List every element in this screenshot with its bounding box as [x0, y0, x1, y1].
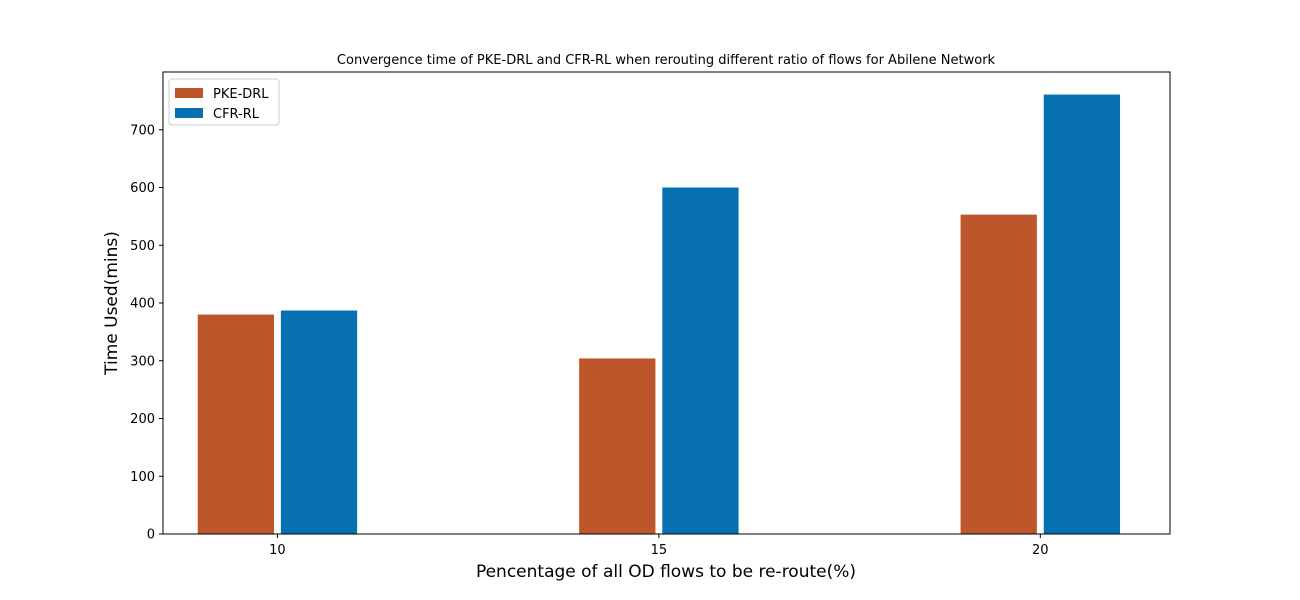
- legend-swatch-pke-drl: [175, 88, 203, 98]
- bar-cfr-rl-20: [1043, 94, 1121, 535]
- chart-title: Convergence time of PKE-DRL and CFR-RL w…: [337, 53, 996, 68]
- y-tick-label: 400: [130, 297, 155, 312]
- bar-cfr-rl-10: [280, 310, 358, 534]
- y-axis-label: Time Used(mins): [102, 231, 122, 376]
- bar-cfr-rl-15: [662, 187, 739, 534]
- bar-pke-drl-15: [579, 358, 656, 534]
- y-tick-label: 300: [130, 354, 155, 369]
- legend-label-cfr-rl: CFR-RL: [213, 107, 260, 122]
- plot-area: 0 100 200 300 400 500 600 700 10 15 20: [130, 71, 1171, 558]
- y-tick-label: 700: [130, 123, 155, 138]
- legend: PKE-DRL CFR-RL: [168, 78, 280, 126]
- legend-swatch-cfr-rl: [175, 108, 203, 118]
- y-tick-label: 0: [147, 528, 155, 543]
- legend-label-pke-drl: PKE-DRL: [213, 87, 269, 102]
- y-tick-label: 600: [130, 181, 155, 196]
- y-tick-label: 100: [130, 470, 155, 485]
- bar-pke-drl-20: [960, 214, 1037, 534]
- x-tick-label: 15: [651, 543, 668, 558]
- y-tick-label: 500: [130, 239, 155, 254]
- x-axis-label: Pencentage of all OD flows to be re-rout…: [476, 562, 856, 582]
- x-tick-label: 20: [1032, 543, 1049, 558]
- y-tick-label: 200: [130, 412, 155, 427]
- x-tick-label: 10: [269, 543, 286, 558]
- bar-pke-drl-10: [197, 314, 274, 534]
